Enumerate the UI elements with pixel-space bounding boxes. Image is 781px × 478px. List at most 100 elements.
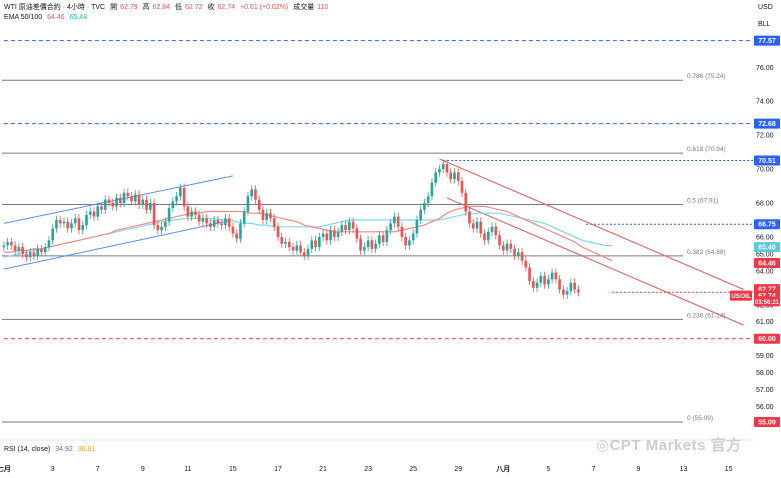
candle-body <box>532 281 535 288</box>
candle-body <box>242 211 246 224</box>
candle-body <box>528 267 531 282</box>
time-axis[interactable]: 七月 3 7 9 11 15 17 21 23 25 29 八月 5 7 9 13 15 <box>0 464 733 473</box>
candle <box>141 195 145 209</box>
price-label-text: 55.09 <box>758 419 776 426</box>
candle <box>366 236 370 252</box>
ema-label: EMA 50/100 <box>4 14 43 21</box>
fib-label: 0.5 (67.91) <box>687 198 718 205</box>
candle-body <box>543 275 546 285</box>
candle <box>130 191 133 206</box>
candle <box>464 188 468 216</box>
candle-body <box>302 252 306 256</box>
candle <box>475 217 479 233</box>
candle <box>6 237 9 250</box>
candle <box>201 214 205 226</box>
candle <box>164 217 167 231</box>
candle <box>363 242 366 255</box>
candle <box>329 225 332 245</box>
candle <box>51 224 55 245</box>
candle-body <box>133 194 137 202</box>
x-tick-label: 17 <box>274 466 282 473</box>
candle <box>122 188 126 208</box>
candle-body <box>317 236 321 248</box>
price-axis[interactable]: 76.00 74.00 72.00 70.00 68.00 66.00 65.00 64.00… <box>753 0 781 478</box>
candle-body <box>445 164 449 173</box>
ema-layer <box>3 205 613 262</box>
price-label-text: 64.46 <box>758 261 776 268</box>
candle <box>479 217 483 238</box>
candle-body <box>122 192 126 204</box>
price-label-text: 62.77 <box>758 287 776 294</box>
candle-body <box>197 214 201 222</box>
y-tick-label: 66.00 <box>756 234 774 241</box>
candles-layer <box>2 159 580 299</box>
candle-body <box>550 272 554 280</box>
candle-body <box>212 219 216 227</box>
candle-body <box>359 238 362 251</box>
candle <box>550 268 554 284</box>
open-label: 開 <box>110 4 118 11</box>
candle-body <box>374 243 377 249</box>
candle <box>344 220 347 235</box>
candle <box>107 195 111 208</box>
candle-body <box>239 223 242 239</box>
candle-body <box>325 233 329 241</box>
candle <box>149 198 152 215</box>
y-tick-label: 59.00 <box>756 353 774 360</box>
candle-body <box>115 197 118 207</box>
candle-body <box>363 247 366 251</box>
candle-body <box>378 235 381 244</box>
candle-body <box>21 247 24 254</box>
candle <box>70 219 73 233</box>
candle <box>160 222 163 235</box>
candle-body <box>460 180 464 193</box>
candle-body <box>6 242 9 246</box>
candle <box>355 224 359 243</box>
candle <box>269 208 272 223</box>
rsi-legend: RSI (14, close) 34.92 36.91 <box>4 445 98 454</box>
price-label-box <box>754 416 780 427</box>
candle <box>449 168 453 184</box>
candle-body <box>396 216 400 227</box>
candle <box>340 220 344 237</box>
candle-body <box>70 223 73 229</box>
candle-body <box>250 189 254 197</box>
candle <box>239 219 242 243</box>
y-tick-label: 57.00 <box>756 387 774 394</box>
candle <box>10 237 13 250</box>
symbol-legend: WTI 原油差價合約 · 4小時 · TVC 開 62.79 高 62.84 低 62… <box>4 3 331 12</box>
candle <box>528 263 531 286</box>
y-tick-label: 72.00 <box>756 133 774 140</box>
y-tick-label: 68.00 <box>756 201 774 208</box>
symbol-tag-box <box>730 290 752 301</box>
candle <box>66 217 70 233</box>
price-label-box <box>754 155 780 166</box>
candle <box>111 198 115 211</box>
candle <box>577 285 580 297</box>
descending-channel-line <box>439 158 744 290</box>
candle-body <box>569 282 573 292</box>
candle <box>520 247 524 265</box>
x-tick-label: 11 <box>184 466 191 473</box>
candle <box>438 164 441 177</box>
candle <box>434 168 438 187</box>
rsi-value: 34.92 <box>55 446 73 453</box>
candle <box>21 242 24 259</box>
x-tick-label: 15 <box>229 466 237 473</box>
y-tick-label: 58.00 <box>756 370 774 377</box>
candle <box>254 185 257 204</box>
candle-body <box>505 243 509 251</box>
price-label-text: 72.68 <box>758 121 776 128</box>
price-label-text: 60.00 <box>758 336 776 343</box>
symbol-tag-text: USOIL <box>731 293 751 300</box>
candle <box>396 212 400 231</box>
candle <box>441 159 445 174</box>
currency-label: USD <box>758 4 773 11</box>
candle <box>231 222 235 238</box>
candle <box>81 220 85 235</box>
candle-body <box>291 247 295 251</box>
candle <box>276 222 280 242</box>
candle-body <box>156 225 160 231</box>
candle <box>505 239 509 255</box>
